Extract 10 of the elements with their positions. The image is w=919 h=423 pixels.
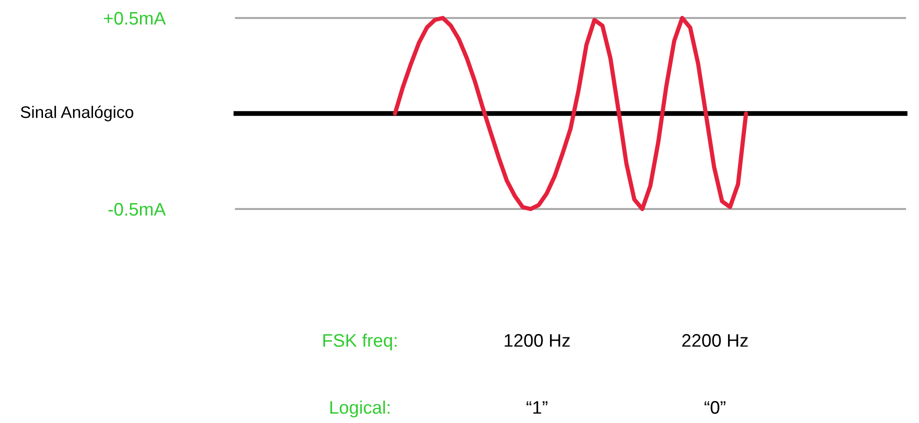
text: FSK freq: — [323, 334, 396, 350]
y-tick-label: +0.5mA — [104, 12, 166, 25]
y-tick-label: -0.5mA — [108, 202, 166, 216]
text: “0” — [704, 401, 726, 414]
text: 1200 Hz — [504, 334, 570, 347]
text: Logical: — [330, 400, 390, 418]
ref-line-label: Sinal Analógico — [20, 106, 134, 122]
text: 2200 Hz — [682, 334, 748, 347]
text: “1” — [526, 401, 548, 414]
line-series — [392, 16, 748, 212]
